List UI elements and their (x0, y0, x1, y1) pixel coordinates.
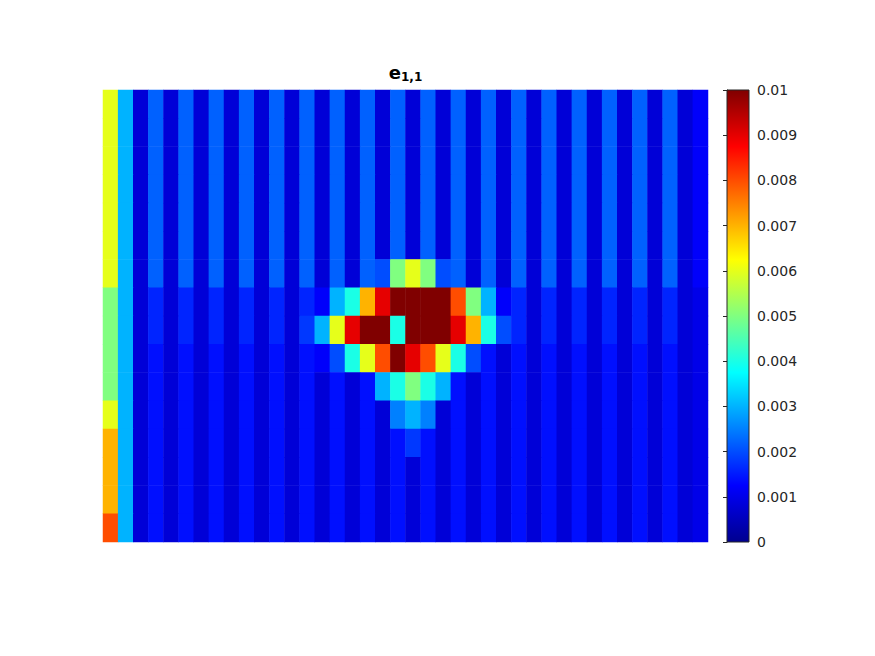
svg-text:0.003: 0.003 (757, 398, 797, 414)
svg-text:e: e (389, 62, 401, 83)
svg-text:0: 0 (757, 534, 766, 550)
svg-text:0.002: 0.002 (757, 444, 797, 460)
svg-text:0.004: 0.004 (757, 353, 797, 369)
svg-text:0.007: 0.007 (757, 218, 797, 234)
svg-text:0.008: 0.008 (757, 172, 797, 188)
svg-text:0.009: 0.009 (757, 127, 797, 143)
svg-text:0.001: 0.001 (757, 489, 797, 505)
svg-text:1,1: 1,1 (401, 70, 422, 84)
svg-text:0.006: 0.006 (757, 263, 797, 279)
svg-text:0.005: 0.005 (757, 308, 797, 324)
svg-text:0.01: 0.01 (757, 82, 788, 98)
